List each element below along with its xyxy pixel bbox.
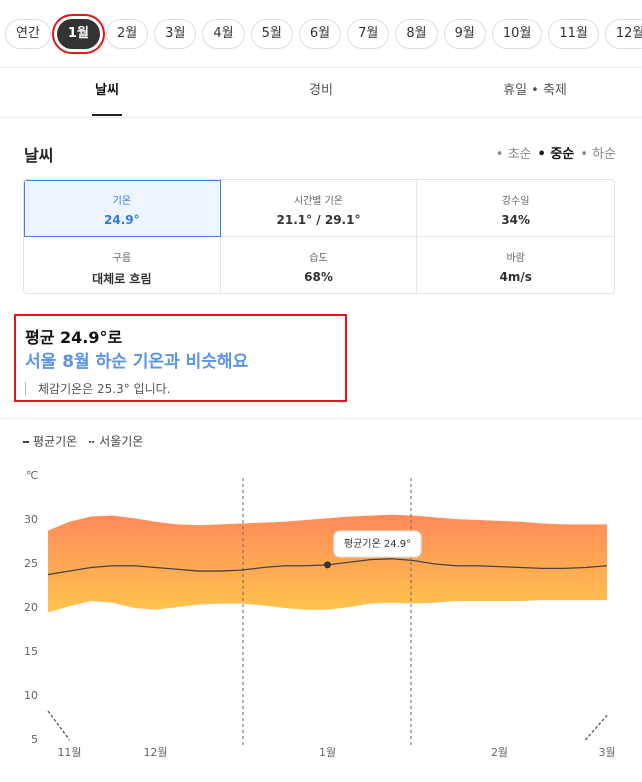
month-tab[interactable]: 2월 (105, 19, 149, 49)
feels-like: 체감기온은 25.3° 입니다. (25, 382, 170, 396)
card-value: 68% (304, 269, 333, 284)
card-value: 21.1° / 29.1° (276, 213, 361, 227)
card-value: 4m/s (499, 269, 532, 284)
period-option[interactable]: 하순 (580, 143, 616, 162)
card-value: 34% (501, 213, 531, 227)
card-label: 구름 (112, 252, 132, 264)
month-tab[interactable]: 1월 (51, 14, 105, 54)
month-tab[interactable]: 3월 (154, 19, 197, 49)
legend-item: 평균기온 (23, 435, 77, 449)
y-tick-label: 20 (24, 601, 38, 614)
divider (0, 67, 642, 68)
x-tick-label: 12월 (143, 746, 167, 759)
series-line (47, 710, 608, 741)
period-option[interactable]: 초순 (496, 143, 532, 162)
section-tabs: 날씨 경비 휴일 • 축제 (0, 70, 642, 116)
x-tick-label: 2월 (491, 746, 508, 759)
section-title: 날씨 (24, 146, 54, 165)
section-tab[interactable]: 휴일 • 축제 (503, 83, 567, 98)
highlight-point (324, 561, 331, 569)
legend-label: 서울기온 (99, 435, 143, 449)
y-tick-label: 25 (24, 557, 38, 570)
y-axis-label: ℃ (26, 469, 38, 482)
comparison: 서울 8월 하순 기온과 비슷해요 (25, 352, 249, 372)
headline: 평균 24.9°로 (25, 328, 123, 347)
card-label: 바람 (506, 252, 525, 264)
card-value: 24.9° (104, 213, 140, 227)
x-tick-label: 3월 (598, 746, 615, 759)
card-value: 대체로 흐림 (92, 271, 152, 286)
month-tab[interactable]: 6월 (298, 19, 342, 49)
divider (0, 418, 642, 419)
weather-card: 시간별 기온 21.1° / 29.1° (220, 180, 418, 237)
month-tab[interactable]: 연간 (5, 19, 51, 49)
month-tabs: 연간 1월 2월 3월 4월 5월 6월 7월 8월 9월 10월 11월 12월 (5, 14, 642, 54)
month-tab[interactable]: 12월 (604, 19, 642, 49)
month-tab[interactable]: 8월 (395, 19, 438, 49)
y-tick-label: 30 (24, 513, 38, 526)
y-tick-label: 5 (31, 733, 38, 746)
tooltip: 평균기온 24.9° (333, 530, 422, 558)
weather-card: 습도 68% (221, 236, 418, 293)
month-tab[interactable]: 5월 (250, 19, 293, 49)
month-tab[interactable]: 10월 (491, 19, 543, 49)
tooltip-text: 평균기온 24.9° (344, 538, 411, 550)
section-tab[interactable]: 날씨 (0, 70, 214, 116)
month-tab[interactable]: 7월 (347, 19, 390, 49)
legend-label: 평균기온 (33, 435, 77, 449)
tooltip-box (333, 530, 422, 558)
month-tab[interactable]: 11월 (548, 19, 599, 49)
section-tab[interactable]: 경비 (309, 83, 333, 98)
period-filter: 초순 중순 하순 (496, 143, 616, 162)
x-tick-label: 11월 (57, 746, 81, 759)
weather-card: 바람 4m/s (417, 237, 614, 294)
divider (0, 117, 642, 118)
card-label: 강수일 (501, 196, 530, 207)
summary: 평균 24.9°로 서울 8월 하순 기온과 비슷해요 체감기온은 25.3° … (14, 314, 347, 402)
month-tab[interactable]: 9월 (443, 19, 486, 49)
y-tick-label: 15 (24, 645, 38, 658)
x-tick-label: 1월 (319, 746, 336, 759)
month-tab[interactable]: 4월 (202, 19, 245, 49)
y-tick-label: 10 (24, 689, 38, 702)
weather-card: 강수일 34% (417, 180, 614, 237)
legend-item: 서울기온 (89, 435, 143, 449)
period-option[interactable]: 중순 (538, 143, 574, 162)
card-label: 기온 (112, 196, 132, 207)
card-label: 습도 (309, 252, 328, 264)
weather-card: 기온 24.9° (24, 180, 221, 237)
card-label: 시간별 기온 (293, 196, 344, 207)
